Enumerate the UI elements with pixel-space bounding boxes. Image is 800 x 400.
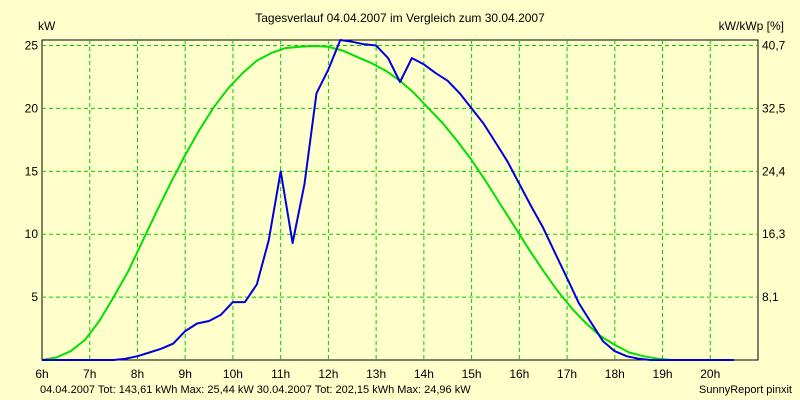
legend-series-1: 04.04.2007 Tot: 143,61 kWh Max: 25,44 kW bbox=[40, 384, 254, 396]
x-tick-label: 6h bbox=[35, 367, 48, 381]
x-tick-label: 18h bbox=[605, 367, 625, 381]
series-line-2 bbox=[41, 45, 730, 361]
y2-tick-label: 8,1 bbox=[762, 290, 779, 304]
y2-tick-labels: 8,1 16,3 24,4 32,5 40,7 bbox=[762, 39, 786, 305]
x-tick-label: 12h bbox=[318, 367, 338, 381]
y-tick-label: 15 bbox=[25, 164, 39, 178]
y2-tick-label: 32,5 bbox=[762, 101, 786, 115]
x-tick-label: 10h bbox=[223, 367, 243, 381]
y-tick-labels: 5 10 15 20 25 bbox=[25, 39, 39, 305]
y-tick-label: 5 bbox=[31, 290, 38, 304]
y2-tick-label: 16,3 bbox=[762, 227, 786, 241]
y-tick-label: 25 bbox=[25, 39, 39, 53]
series-layer bbox=[41, 39, 735, 361]
grid bbox=[42, 40, 758, 360]
x-tick-label: 16h bbox=[509, 367, 529, 381]
x-tick-labels: 6h 7h 8h 9h 10h 11h 12h 13h 14h 15h 16h 17h 18h 19h 20… bbox=[35, 367, 720, 381]
y2-axis-label: kW/kWp [%] bbox=[719, 19, 784, 33]
x-tick-label: 13h bbox=[366, 367, 386, 381]
x-tick-label: 20h bbox=[700, 367, 720, 381]
y-axis-label: kW bbox=[38, 19, 56, 33]
y-tick-label: 10 bbox=[25, 227, 39, 241]
x-tick-label: 19h bbox=[653, 367, 673, 381]
x-tick-label: 15h bbox=[462, 367, 482, 381]
chart-title: Tagesverlauf 04.04.2007 im Vergleich zum… bbox=[255, 11, 545, 25]
series-line-1 bbox=[42, 39, 735, 361]
x-tick-label: 7h bbox=[83, 367, 96, 381]
legend-series-2: 30.04.2007 Tot: 202,15 kWh Max: 24,96 kW bbox=[257, 384, 471, 396]
x-tick-label: 17h bbox=[557, 367, 577, 381]
plot-frame bbox=[41, 39, 759, 361]
x-tick-label: 9h bbox=[179, 367, 192, 381]
plot-area bbox=[41, 39, 759, 361]
y-tick-label: 20 bbox=[25, 101, 39, 115]
y2-tick-label: 40,7 bbox=[762, 39, 786, 53]
y2-tick-label: 24,4 bbox=[762, 164, 786, 178]
x-tick-label: 8h bbox=[131, 367, 144, 381]
x-tick-label: 11h bbox=[271, 367, 290, 381]
credit-text: SunnyReport pinxit bbox=[699, 384, 792, 396]
x-tick-label: 14h bbox=[414, 367, 434, 381]
